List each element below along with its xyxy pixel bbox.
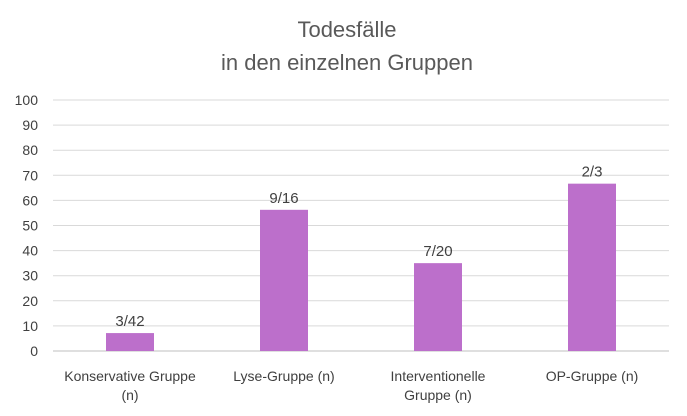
y-tick-label: 60	[22, 192, 38, 208]
data-labels: 3/42 9/16 7/20 2/3	[115, 164, 602, 330]
bar	[414, 263, 462, 351]
data-label: 7/20	[423, 243, 452, 260]
bars	[106, 183, 616, 351]
chart-title-line-2: in den einzelnen Gruppen	[221, 50, 473, 75]
y-tick-label: 20	[22, 293, 38, 309]
y-tick-label: 100	[15, 92, 39, 108]
x-tick-label: Konservative Gruppe	[64, 368, 196, 384]
bar	[568, 183, 616, 351]
x-tick-label: Interventionelle	[391, 368, 486, 384]
bar	[106, 333, 154, 351]
bar	[260, 209, 308, 351]
y-tick-label: 90	[22, 117, 38, 133]
chart-title-line-1: Todesfälle	[297, 17, 396, 42]
x-tick-label: Lyse-Gruppe (n)	[233, 368, 334, 384]
x-tick-label: (n)	[121, 387, 138, 403]
y-tick-label: 10	[22, 318, 38, 334]
data-label: 9/16	[269, 190, 298, 207]
data-label: 3/42	[115, 313, 144, 330]
y-tick-label: 40	[22, 243, 38, 259]
y-tick-label: 70	[22, 167, 38, 183]
y-tick-label: 0	[30, 343, 38, 359]
y-tick-label: 30	[22, 268, 38, 284]
x-tick-label: Gruppe (n)	[404, 387, 472, 403]
y-tick-label: 50	[22, 218, 38, 234]
gridlines	[53, 99, 669, 352]
y-axis-ticks: 0 10 20 30 40 50 60 70 80 90 100	[15, 92, 39, 359]
category-labels: Konservative Gruppe (n) Lyse-Gruppe (n) Int…	[64, 368, 638, 403]
y-tick-label: 80	[22, 142, 38, 158]
x-tick-label: OP-Gruppe (n)	[546, 368, 639, 384]
data-label: 2/3	[582, 164, 603, 181]
